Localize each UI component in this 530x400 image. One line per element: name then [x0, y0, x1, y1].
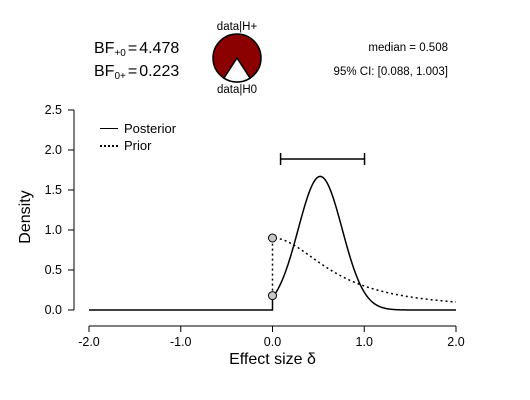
y-axis-label: Density [17, 190, 34, 243]
posterior-at-zero-point [268, 291, 277, 301]
bf01-value: 0.223 [139, 63, 180, 80]
y-tick-label: 1.0 [45, 223, 62, 237]
legend-prior-swatch [100, 144, 118, 147]
y-tick-label: 1.5 [45, 183, 62, 197]
x-tick-label: 1.0 [356, 335, 373, 349]
series-layer [89, 175, 457, 311]
y-tick-label: 0.0 [45, 303, 62, 317]
prior-line [271, 237, 457, 303]
x-tick-label: -1.0 [170, 335, 192, 349]
y-tick-label: 2.5 [45, 103, 62, 117]
bf10-value: 4.478 [139, 40, 180, 57]
prior-at-zero-point [268, 233, 277, 243]
x-axis-label: Effect size δ [229, 351, 316, 368]
bf01-label: BF0+ = 0.223 [94, 63, 180, 82]
pie-slice-h0 [222, 56, 252, 83]
legend-posterior: Posterior [100, 121, 176, 136]
pie-label-h0: data|H0 [216, 84, 258, 96]
legend-prior-label: Prior [124, 138, 152, 153]
bf10-label: BF+0 = 4.478 [94, 40, 180, 59]
median-text: median = 0.508 [368, 42, 448, 54]
credible-interval-text: 95% CI: [0.088, 1.003] [333, 66, 448, 78]
y-tick-label: 2.0 [45, 143, 62, 157]
x-tick-label: 0.0 [264, 335, 281, 349]
probability-wheel [212, 33, 262, 83]
axes: 0.0 0.5 1.0 1.5 2.0 2.5 -2.0 -1.0 0.0 1.0 2.0 Effec… [17, 103, 465, 368]
y-tick-label: 0.5 [45, 263, 62, 277]
legend-prior: Prior [100, 138, 151, 153]
legend-posterior-swatch [100, 128, 118, 129]
x-tick-label: -2.0 [78, 335, 100, 349]
posterior-line [89, 175, 456, 311]
pie-label-h-plus: data|H+ [216, 21, 258, 33]
x-tick-label: 2.0 [447, 335, 464, 349]
legend-posterior-label: Posterior [124, 121, 177, 136]
annotations [279, 153, 366, 165]
